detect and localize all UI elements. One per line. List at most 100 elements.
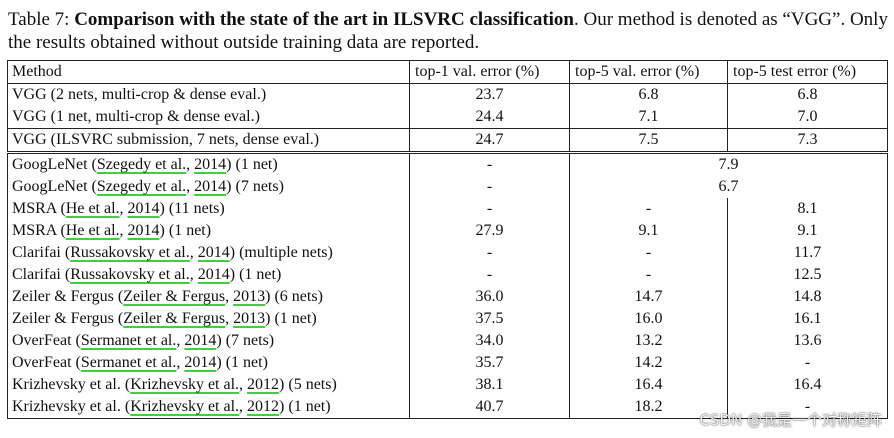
top1-cell: 24.4 <box>409 106 570 129</box>
citation-link[interactable]: Sermanet et al. <box>80 354 177 371</box>
top5test-cell: 16.1 <box>727 308 888 330</box>
table-row: Zeiler & Fergus (Zeiler & Fergus, 2013) … <box>7 286 888 308</box>
top5test-cell: 9.1 <box>727 220 888 242</box>
method-cell: GoogLeNet (Szegedy et al., 2014) (7 nets… <box>7 176 410 198</box>
top5val-cell: 14.7 <box>569 286 728 308</box>
top5test-cell: 16.4 <box>727 374 888 396</box>
citation-year-link[interactable]: 2014 <box>184 354 217 371</box>
table-row: OverFeat (Sermanet et al., 2014) (7 nets… <box>7 330 888 352</box>
caption-text: . Our method is denoted as “VGG”. Only t… <box>8 9 888 53</box>
top5val-cell: 16.4 <box>569 374 728 396</box>
top5val-cell: 9.1 <box>569 220 728 242</box>
method-text: ) (1 net) <box>279 398 331 415</box>
top5test-cell: 13.6 <box>727 330 888 352</box>
citation-year-link[interactable]: 2012 <box>247 376 280 393</box>
citation-year-link[interactable]: 2014 <box>194 156 227 173</box>
citation-link[interactable]: Zeiler & Fergus <box>123 310 226 327</box>
citation-year-link[interactable]: 2014 <box>197 244 230 261</box>
method-cell: VGG (1 net, multi-crop & dense eval.) <box>7 106 410 129</box>
method-text: ) (11 nets) <box>159 200 225 217</box>
results-table: Method top-1 val. error (%) top-5 val. e… <box>7 60 888 419</box>
method-text: , <box>119 200 128 217</box>
top5test-cell: - <box>727 396 888 419</box>
method-cell: VGG (2 nets, multi-crop & dense eval.) <box>7 83 410 106</box>
method-text: , <box>225 310 234 327</box>
method-text: ) (7 nets) <box>216 332 275 349</box>
top1-cell: 36.0 <box>409 286 570 308</box>
citation-year-link[interactable]: 2013 <box>233 288 266 305</box>
method-text: Zeiler & Fergus ( <box>12 310 124 327</box>
method-text: GoogLeNet ( <box>12 156 97 173</box>
method-text: Krizhevsky et al. ( <box>12 376 131 393</box>
citation-year-link[interactable]: 2014 <box>184 332 217 349</box>
method-cell: Zeiler & Fergus (Zeiler & Fergus, 2013) … <box>7 286 410 308</box>
method-text: , <box>176 354 185 371</box>
citation-year-link[interactable]: 2012 <box>247 398 280 415</box>
table-row: MSRA (He et al., 2014) (11 nets) - - 8.1 <box>7 198 888 220</box>
top1-cell: 38.1 <box>409 374 570 396</box>
method-cell: VGG (ILSVRC submission, 7 nets, dense ev… <box>7 128 410 153</box>
caption-label: Table 7: <box>8 9 70 30</box>
top1-cell: 37.5 <box>409 308 570 330</box>
citation-link[interactable]: Zeiler & Fergus <box>123 288 226 305</box>
header-top1-val: top-1 val. error (%) <box>409 60 570 84</box>
top5val-cell: 14.2 <box>569 352 728 374</box>
citation-link[interactable]: Szegedy et al. <box>96 156 187 173</box>
top5val-cell: - <box>569 242 728 264</box>
citation-year-link[interactable]: 2014 <box>127 222 160 239</box>
citation-year-link[interactable]: 2013 <box>233 310 266 327</box>
method-text: ) (1 net) <box>265 310 317 327</box>
top1-cell: - <box>409 151 570 176</box>
method-text: OverFeat ( <box>12 332 81 349</box>
table-row: Clarifai (Russakovsky et al., 2014) (1 n… <box>7 264 888 286</box>
method-text: MSRA ( <box>12 222 66 239</box>
top5test-cell: 8.1 <box>727 198 888 220</box>
citation-link[interactable]: Krizhevsky et al. <box>130 376 240 393</box>
method-text: OverFeat ( <box>12 354 81 371</box>
top1-cell: 34.0 <box>409 330 570 352</box>
table-row: Krizhevsky et al. (Krizhevsky et al., 20… <box>7 374 888 396</box>
method-text: Clarifai ( <box>12 244 71 261</box>
citation-year-link[interactable]: 2014 <box>127 200 160 217</box>
table-row: VGG (1 net, multi-crop & dense eval.) 24… <box>7 106 888 129</box>
table-row: VGG (2 nets, multi-crop & dense eval.) 2… <box>7 83 888 106</box>
watermark: CSDN @我是一个对称矩阵 <box>699 411 882 429</box>
citation-link[interactable]: Krizhevsky et al. <box>130 398 240 415</box>
citation-link[interactable]: He et al. <box>65 200 120 217</box>
table-row: Clarifai (Russakovsky et al., 2014) (mul… <box>7 242 888 264</box>
citation-year-link[interactable]: 2014 <box>194 178 227 195</box>
method-text: , <box>239 398 248 415</box>
method-text: , <box>186 178 195 195</box>
top1-cell: - <box>409 242 570 264</box>
method-text: , <box>189 266 198 283</box>
method-text: ) (5 nets) <box>279 376 337 393</box>
citation-link[interactable]: Russakovsky et al. <box>70 244 190 261</box>
top5val-cell: 6.8 <box>569 83 728 106</box>
method-cell: MSRA (He et al., 2014) (11 nets) <box>7 198 410 220</box>
top5val-cell: 13.2 <box>569 330 728 352</box>
table-row: Zeiler & Fergus (Zeiler & Fergus, 2013) … <box>7 308 888 330</box>
table-row: MSRA (He et al., 2014) (1 net) 27.9 9.1 … <box>7 220 888 242</box>
citation-link[interactable]: Sermanet et al. <box>80 332 177 349</box>
top5test-cell: 14.8 <box>727 286 888 308</box>
citation-link[interactable]: Russakovsky et al. <box>70 266 190 283</box>
table-row: OverFeat (Sermanet et al., 2014) (1 net)… <box>7 352 888 374</box>
method-cell: OverFeat (Sermanet et al., 2014) (7 nets… <box>7 330 410 352</box>
method-cell: MSRA (He et al., 2014) (1 net) <box>7 220 410 242</box>
method-text: , <box>176 332 185 349</box>
citation-year-link[interactable]: 2014 <box>197 266 230 283</box>
top1-cell: - <box>409 198 570 220</box>
top5test-cell: 7.3 <box>727 128 888 153</box>
citation-link[interactable]: Szegedy et al. <box>96 178 187 195</box>
method-text: MSRA ( <box>12 200 66 217</box>
method-text: ) (1 net) <box>226 156 278 173</box>
table-row: VGG (ILSVRC submission, 7 nets, dense ev… <box>7 128 888 153</box>
citation-link[interactable]: He et al. <box>65 222 120 239</box>
top5val-cell: - <box>569 264 728 286</box>
table-caption: Table 7: Comparison with the state of th… <box>8 8 888 54</box>
top1-cell: - <box>409 176 570 198</box>
header-top5-val: top-5 val. error (%) <box>569 60 728 84</box>
method-text: , <box>186 156 195 173</box>
method-text: Zeiler & Fergus ( <box>12 288 124 305</box>
method-text: ) (1 net) <box>216 354 268 371</box>
